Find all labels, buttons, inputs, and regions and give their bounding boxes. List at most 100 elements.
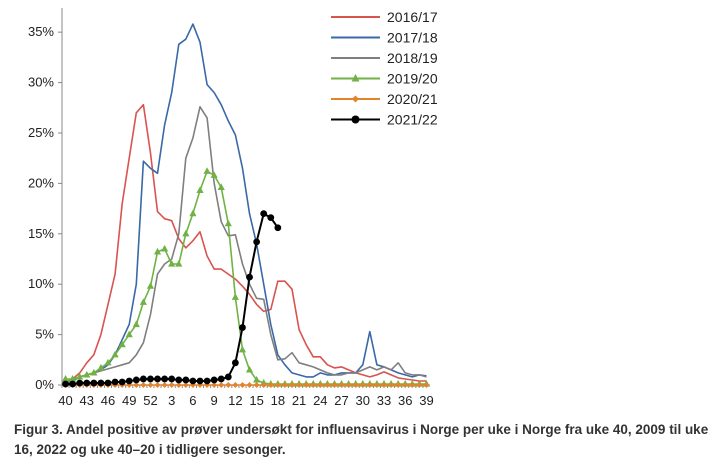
data-point [218,382,225,388]
legend-item: 2018/19 [331,50,438,66]
series-line [65,23,427,384]
x-tick-label: 27 [334,393,348,408]
legend-label: 2018/19 [387,50,438,66]
data-point [76,379,84,387]
data-point [210,171,218,178]
x-tick-label: 9 [211,393,218,408]
data-point [416,382,423,388]
legend-marker [351,115,360,124]
series-line [65,103,427,383]
data-point [146,282,155,289]
data-point [182,376,190,384]
x-tick-label: 21 [292,393,306,408]
data-point [225,382,232,388]
data-point [147,375,154,383]
data-point [388,382,395,388]
data-point [338,382,345,388]
legend-label: 2020/21 [387,91,438,107]
data-point [260,210,268,218]
data-point [132,376,140,384]
data-point [133,382,140,388]
legend-marker [352,95,359,103]
x-tick-label: 30 [356,393,370,408]
data-point [253,238,261,246]
x-tick-label: 43 [80,393,94,408]
data-point [423,382,430,388]
data-point [196,186,204,194]
legend-item: 2020/21 [331,91,438,107]
legend-label: 2017/18 [387,30,438,46]
data-point [168,375,176,383]
line-chart: 0%5%10%15%20%25%30%35% 40 43 46 49 52 3 6 9 12 15… [28,8,438,408]
data-point [217,375,225,383]
data-point [189,377,197,385]
data-point [97,363,105,371]
figure-caption: Figur 3. Andel positive av prøver unders… [14,422,709,457]
data-point [231,293,239,300]
legend-label: 2016/17 [387,9,438,25]
data-point [196,377,204,385]
data-point [182,229,190,237]
data-point [274,224,282,232]
data-point [267,214,275,222]
x-tick-label: 15 [249,393,263,408]
data-point [175,382,182,388]
series-2018-19 [65,106,427,383]
legend: 2016/17 2017/18 2018/19 2019/20 2020/21 2021/… [331,9,438,128]
data-point [324,382,331,388]
data-point [232,382,239,388]
data-point [83,370,91,378]
data-point [345,382,352,388]
data-point [231,359,239,367]
data-point [246,382,253,388]
series-2021-22 [62,210,282,388]
x-tick-label: 49 [122,393,136,408]
data-point [189,209,197,217]
data-point [210,376,218,384]
data-point [61,374,70,382]
legend-item: 2019/20 [331,71,438,87]
data-point [139,375,147,383]
data-point [359,382,366,388]
data-point [402,382,409,388]
data-point [76,372,84,380]
data-point [203,377,211,385]
x-tick-label: 40 [58,393,72,408]
data-point [381,382,387,388]
y-tick-label: 25% [28,125,54,140]
data-point [274,382,281,388]
data-point [69,380,77,388]
legend-item: 2016/17 [331,9,438,25]
data-point [310,382,317,388]
data-point [62,380,69,388]
x-tick-label: 24 [313,393,327,408]
data-point [161,382,168,388]
data-point [175,260,183,267]
y-tick-label: 5% [35,327,54,342]
data-point [224,219,232,227]
data-point [253,382,260,388]
data-point [125,330,133,338]
y-tick-label: 20% [28,175,54,190]
y-axis-ticks: 0% 5% 10% 15% 20% 25% 30% 35% [28,24,62,392]
data-point [409,382,416,388]
data-point [246,273,253,281]
data-point [253,375,261,383]
data-point [118,340,126,348]
x-axis-ticks: 40 43 46 49 52 3 6 9 12 15 18 21 24 27 30 33 36 39 [58,385,434,408]
data-point [125,377,133,385]
data-point [182,382,189,388]
data-point [104,358,112,366]
data-point [104,379,112,387]
x-tick-label: 33 [377,393,391,408]
legend-label: 2021/22 [387,112,438,128]
y-tick-label: 35% [28,24,54,39]
data-point [203,167,211,174]
data-point [147,382,154,388]
data-point [153,247,162,255]
data-point [239,382,246,388]
data-point [175,376,183,384]
legend-item: 2017/18 [331,30,438,46]
data-point [139,298,147,305]
data-point [331,382,338,388]
